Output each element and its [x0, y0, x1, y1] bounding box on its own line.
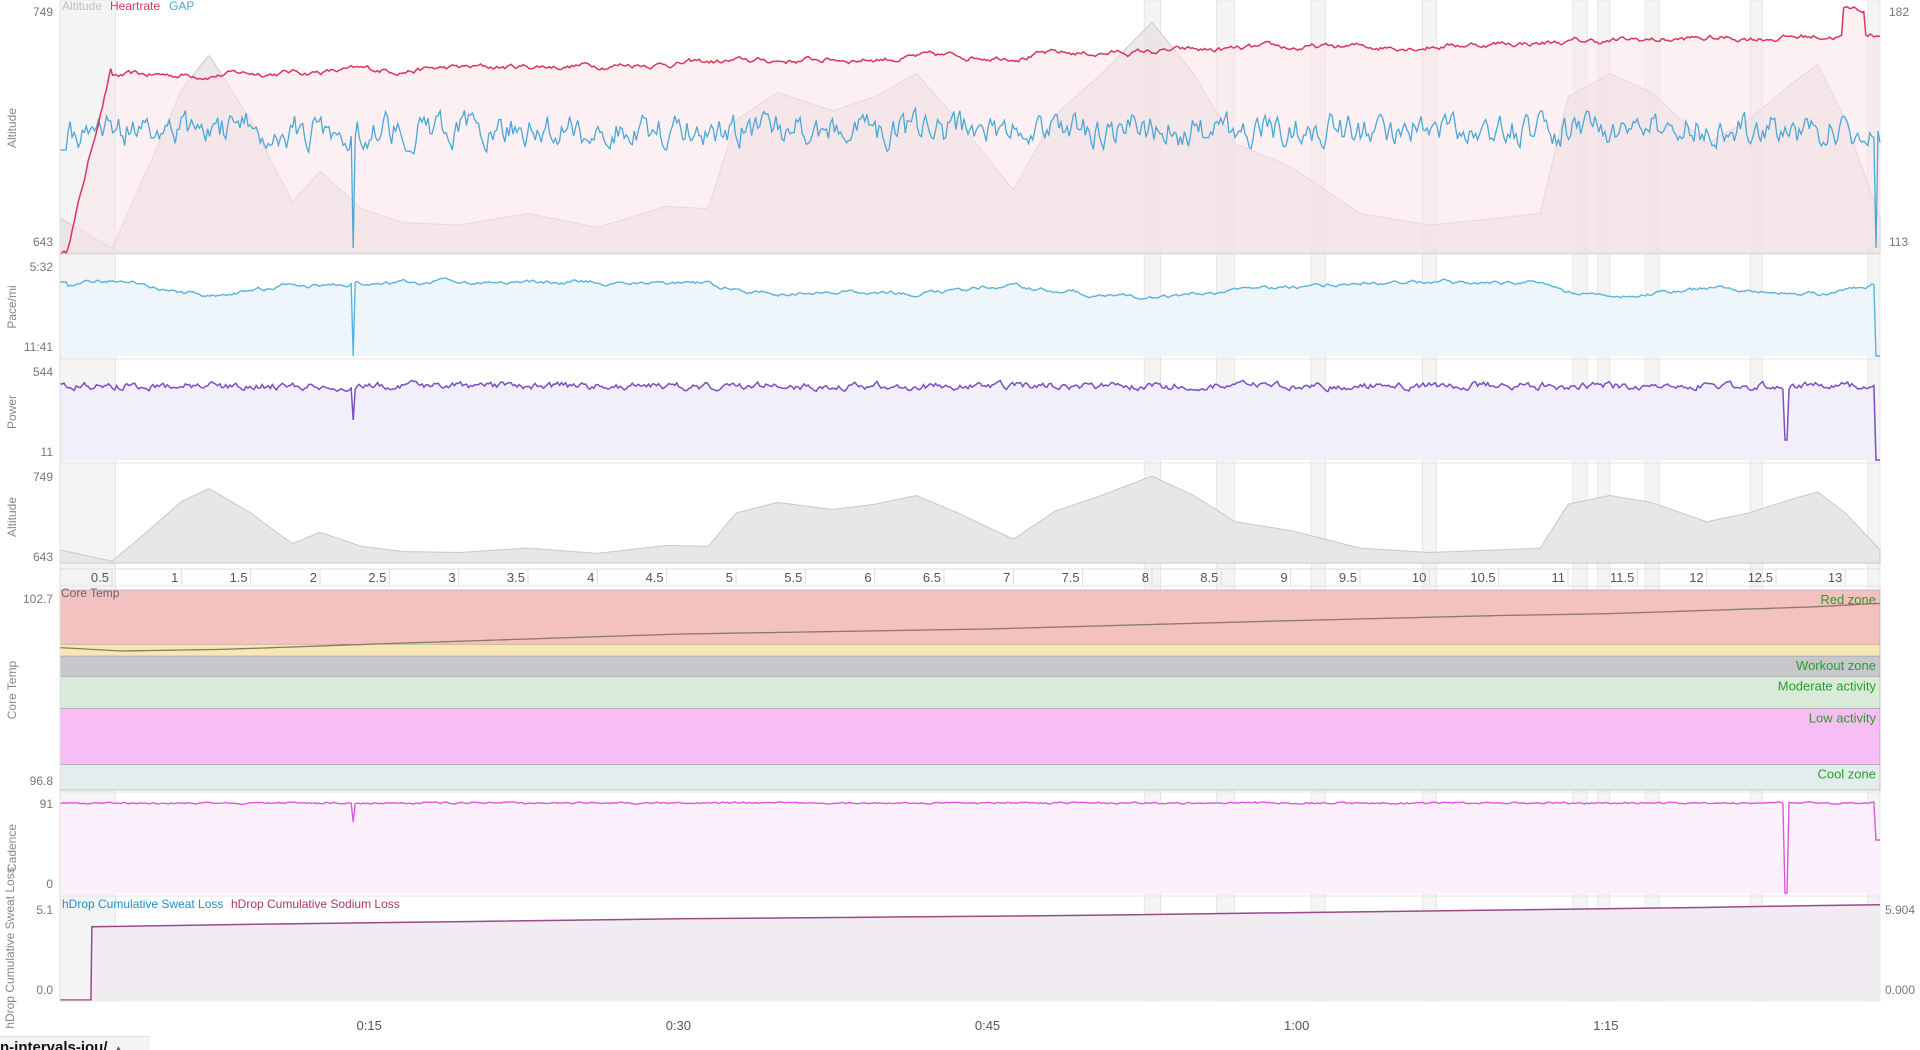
core-temp-title: Core Temp [61, 586, 120, 600]
zone-band-2 [59, 655, 1881, 677]
legend-sodium-loss[interactable]: hDrop Cumulative Sodium Loss [231, 897, 400, 911]
distance-tick-label: 1 [171, 570, 178, 585]
y-axis-label-altitude4: Altitude [5, 497, 19, 537]
distance-tick-label: 11.5 [1610, 570, 1634, 585]
y-tick-heartrate-max: 182 [1889, 5, 1909, 19]
y-tick-cadence-max: 91 [40, 797, 54, 811]
zone-label: Low activity [1809, 711, 1877, 726]
legend-sweat-loss[interactable]: hDrop Cumulative Sweat Loss [62, 897, 223, 911]
legend-altitude[interactable]: Altitude [62, 0, 102, 13]
download-tab-label[interactable]: n-intervals-jou/ [0, 1039, 108, 1050]
cadence-series [59, 801, 1880, 894]
gap-series [60, 106, 1881, 249]
panel-core-temp: Red zone Workout zone Moderate activity Low… [5, 586, 1881, 791]
y-tick-power-min: 11 [41, 445, 54, 459]
panel-pace: 5:32 11:41 Pace/mi [5, 260, 1880, 357]
zone-band-3 [59, 676, 1881, 709]
distance-tick-label: 3.5 [507, 570, 525, 585]
y-tick-core-temp-min: 96.8 [30, 774, 54, 788]
y-tick-altitude4-min: 643 [33, 550, 53, 564]
time-tick-label: 0:15 [357, 1018, 382, 1033]
time-tick-labels: 0:15 0:30 0:45 1:00 1:15 [357, 1018, 1619, 1033]
legend-gap[interactable]: GAP [169, 0, 194, 13]
y-tick-pace-bottom: 11:41 [24, 340, 53, 354]
y-axis-label-pace: Pace/mi [5, 285, 19, 328]
distance-tick-label: 13 [1828, 570, 1842, 585]
time-tick-label: 0:30 [666, 1018, 691, 1033]
distance-tick-label: 0.5 [91, 570, 109, 585]
panel-power: 544 11 Power [5, 365, 1880, 461]
distance-tick-label: 9.5 [1339, 570, 1357, 585]
distance-tick-label: 5 [726, 570, 733, 585]
distance-tick-label: 2.5 [368, 570, 386, 585]
zone-band-5 [59, 764, 1881, 791]
time-tick-label: 1:00 [1284, 1018, 1309, 1033]
distance-tick-label: 10 [1412, 570, 1426, 585]
panel-hr-gap-altitude: Altitude Heartrate GAP 749 643 182 113 A… [5, 0, 1909, 256]
distance-tick-label: 12.5 [1748, 570, 1773, 585]
sweat-sodium-series [60, 903, 1881, 1001]
y-tick-sodium-min: 0.000 [1885, 983, 1915, 997]
zone-label: Workout zone [1796, 658, 1876, 673]
download-tab[interactable]: n-intervals-jou/ ▲ [0, 1036, 150, 1050]
core-temp-series [59, 602, 1881, 652]
panel-separators [60, 253, 1880, 1002]
y-tick-core-temp-max: 102.7 [23, 592, 53, 606]
y-tick-altitude-min: 643 [33, 235, 53, 249]
distance-tick-labels: 0.5 1 1.5 2 2.5 3 3.5 4 4.5 5 5.5 6 6.5 7 7.5 8 8.5 9 9.5 1… [91, 569, 1846, 586]
heartrate-series [59, 6, 1881, 256]
distance-tick-label: 5.5 [784, 570, 802, 585]
distance-tick-label: 2 [310, 570, 317, 585]
y-tick-heartrate-min: 113 [1889, 235, 1908, 249]
distance-tick-label: 1.5 [230, 570, 248, 585]
distance-tick-label: 12 [1689, 570, 1703, 585]
caret-up-icon[interactable]: ▲ [113, 1044, 124, 1050]
y-axis-label-power: Power [5, 395, 19, 429]
y-axis-label-cadence: Cadence [5, 824, 19, 872]
sweat-area-fill [60, 904, 1880, 1000]
y-tick-sweat-max: 5.1 [36, 903, 53, 917]
core-temp-zones: Red zone Workout zone Moderate activity Low… [59, 589, 1881, 791]
distance-tick-label: 6.5 [923, 570, 941, 585]
distance-tick-label: 11 [1552, 570, 1566, 585]
zone-label: Cool zone [1817, 767, 1876, 782]
cadence-area-fill [60, 801, 1880, 893]
zone-band-0 [59, 589, 1881, 645]
altitude-series [59, 475, 1881, 564]
distance-tick-label: 8.5 [1200, 570, 1218, 585]
distance-tick-label: 9 [1280, 570, 1287, 585]
zone-label: Red zone [1820, 592, 1876, 607]
distance-tick-label: 3 [448, 570, 455, 585]
y-axis-label-altitude: Altitude [5, 108, 19, 148]
y-tick-cadence-min: 0 [46, 877, 53, 891]
y-tick-pace-top: 5:32 [30, 260, 54, 274]
pace-area-fill [60, 278, 1880, 356]
distance-tick-label: 7 [1003, 570, 1010, 585]
distance-tick-label: 7.5 [1062, 570, 1080, 585]
distance-tick-label: 4.5 [646, 570, 664, 585]
time-tick-label: 1:15 [1593, 1018, 1618, 1033]
y-axis-label-sweat: hDrop Cumulative Sweat Loss [3, 867, 17, 1028]
y-tick-power-max: 544 [33, 365, 53, 379]
y-axis-label-core-temp: Core Temp [5, 660, 19, 719]
zone-band-4 [59, 708, 1881, 765]
pace-series [60, 277, 1880, 357]
distance-tick-label: 4 [587, 570, 594, 585]
power-series [59, 379, 1880, 461]
distance-tick-label: 6 [864, 570, 871, 585]
power-area-fill [60, 380, 1880, 460]
panel-altitude: 749 643 Altitude 0.5 1 1.5 2 2.5 3 3.5 4 4.5 5 5.5… [5, 470, 1881, 587]
y-tick-sodium-max: 5.904 [1885, 903, 1915, 917]
y-tick-sweat-min: 0.0 [36, 983, 53, 997]
distance-tick-label: 8 [1142, 570, 1149, 585]
zone-label: Moderate activity [1778, 678, 1877, 693]
legend-heartrate[interactable]: Heartrate [110, 0, 160, 13]
distance-tick-label: 10.5 [1470, 570, 1495, 585]
time-tick-label: 0:45 [975, 1018, 1000, 1033]
panel-sweat-sodium: hDrop Cumulative Sweat Loss hDrop Cumula… [3, 867, 1915, 1033]
y-tick-altitude4-max: 749 [33, 470, 53, 484]
panel-cadence: 91 0 Cadence [5, 797, 1880, 894]
y-tick-altitude-max: 749 [33, 5, 53, 19]
